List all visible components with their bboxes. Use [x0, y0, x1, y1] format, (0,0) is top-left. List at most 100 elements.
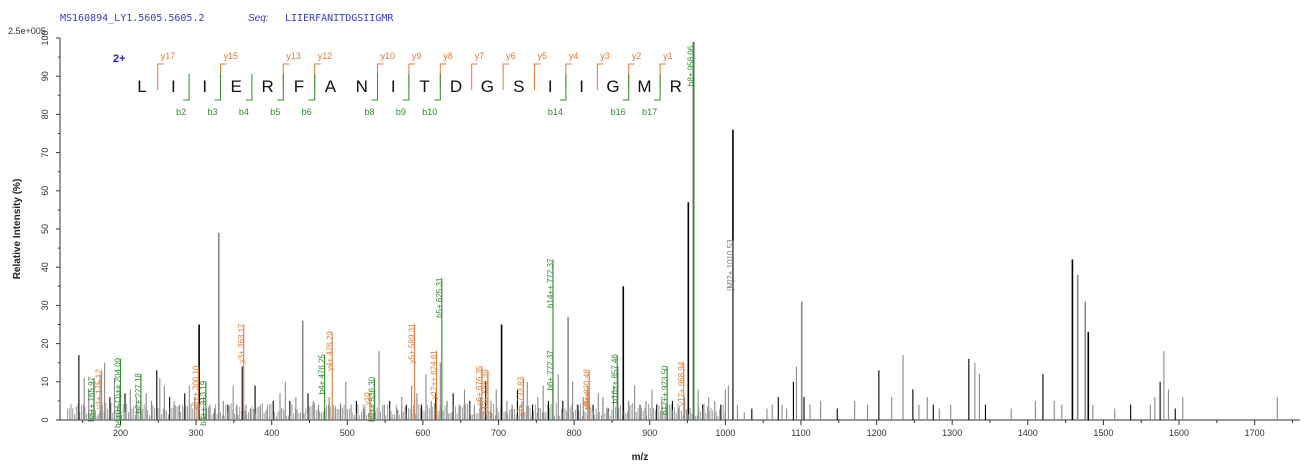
y-tick-label: 60 — [40, 186, 50, 196]
residue-letter: I — [171, 77, 176, 96]
b-ion-mark — [402, 74, 410, 101]
peak-label: y7+ 733.83 — [517, 376, 526, 416]
y-ion-mark — [439, 63, 447, 90]
y-ion-mark — [282, 63, 290, 90]
sequence-text: LIIERFANITDGSIIGMR — [285, 13, 394, 24]
residue-letter: E — [231, 77, 242, 96]
b-ion-mark — [371, 74, 378, 101]
peak-label: b8+ 958.06 — [687, 45, 696, 86]
y-ion-label: y15 — [224, 51, 239, 61]
y-tick-label: 40 — [40, 262, 50, 272]
b-ion-mark — [214, 74, 221, 101]
y-ion-mark — [628, 63, 635, 90]
y-ion-mark — [659, 63, 667, 90]
x-tick-label: 400 — [264, 428, 279, 438]
y-ion-mark — [377, 63, 384, 90]
b-ion-label: b4 — [239, 107, 249, 117]
y-ion-mark — [314, 63, 321, 90]
peak-label: b4+ 476.25 — [318, 354, 327, 395]
x-tick-label: 800 — [567, 428, 582, 438]
peak-label: y6+ 676.35 — [475, 365, 484, 405]
x-tick-label: 1000 — [715, 428, 735, 438]
peak-label: y17+ 968.94 — [677, 361, 686, 406]
residue-letter: G — [481, 77, 494, 96]
peak-label: y5++ 300.10 — [191, 365, 200, 410]
residue-letter: T — [419, 77, 429, 96]
peak-label: y13+ 686.39 — [481, 369, 490, 414]
y-ion-mark — [408, 63, 415, 90]
peak-label: b5++ 313.19 — [199, 380, 208, 425]
peak-label: b6+ 772.37 — [546, 350, 555, 391]
peak-label: b5+ 625.31 — [435, 277, 444, 318]
peak-label: y8+ 820.48 — [582, 369, 591, 409]
b-ion-label: b9 — [396, 107, 406, 117]
y-ion-label: y10 — [381, 51, 396, 61]
x-tick-label: 500 — [340, 428, 355, 438]
residue-letter: N — [356, 77, 368, 96]
y-ion-label: y12 — [318, 51, 333, 61]
y-ion-label: y8 — [443, 51, 453, 61]
peak-label: b17++ 923.50 — [660, 365, 669, 415]
peak-label: y8++ — [582, 392, 591, 410]
residue-letter: G — [606, 77, 619, 96]
b-ion-label: b16 — [611, 107, 626, 117]
residue-letter: I — [391, 77, 396, 96]
residue-letter: I — [202, 77, 207, 96]
b-ion-label: b2 — [176, 107, 186, 117]
y-tick-label: 70 — [40, 148, 50, 158]
x-tick-label: 200 — [113, 428, 128, 438]
x-tick-label: 600 — [415, 428, 430, 438]
y-ion-mark — [220, 63, 227, 90]
b-ion-mark — [654, 74, 661, 101]
x-tick-label: 700 — [491, 428, 506, 438]
x-tick-label: 1100 — [791, 428, 810, 438]
b-ion-mark — [277, 74, 284, 101]
b-ion-label: b6 — [302, 107, 312, 117]
x-tick-label: 1700 — [1245, 428, 1265, 438]
y-ion-mark — [596, 63, 604, 90]
charge-label: 2+ — [113, 53, 126, 65]
peak-label: b9++ 536.30 — [368, 376, 377, 421]
residue-letter: L — [137, 77, 146, 96]
x-tick-label: 1300 — [942, 428, 962, 438]
y-ion-label: y9 — [412, 51, 422, 61]
peak-label: b14++ 772.37 — [546, 258, 555, 308]
b-ion-mark — [559, 74, 567, 101]
x-tick-label: 1200 — [867, 428, 887, 438]
peak-bars — [67, 41, 1278, 420]
y-ion-label: y7 — [475, 51, 485, 61]
b-ion-mark — [245, 74, 253, 101]
y-tick-label: 50 — [40, 224, 50, 234]
residue-letter: I — [579, 77, 584, 96]
y-tick-label: 80 — [40, 109, 50, 119]
y-ion-mark — [471, 63, 478, 90]
y-tick-label: 30 — [40, 300, 50, 310]
y-ion-label: y2 — [632, 51, 642, 61]
b-ion-label: b17 — [642, 107, 657, 117]
b-ion-mark — [622, 74, 630, 101]
x-tick-label: 900 — [642, 428, 657, 438]
y-tick-label: 20 — [40, 339, 50, 349]
x-ticks: 200 300 400 500 600 700 800 900 1000 1100 1200 1300… — [82, 420, 1293, 438]
peak-label: y4+ 476.29 — [325, 331, 334, 371]
y-ion-mark — [534, 63, 541, 90]
y-tick-label: 0 — [40, 417, 50, 422]
peak-label: y3+ 363.17 — [237, 323, 246, 363]
y-scale-label: 2.5e+005 — [8, 26, 46, 36]
peak-label: [M]2+ 1010.53 — [726, 239, 735, 291]
peak-label: b4+(H₂O)++ 204.09 — [114, 357, 123, 428]
b-ion-mark — [434, 74, 441, 101]
spectrum-id: MS160894_LY1.5605.5605.2 — [60, 13, 205, 24]
y-ticks: 0 10 20 30 40 50 60 70 80 90 100 — [40, 30, 60, 423]
b-ion-mark — [308, 74, 316, 101]
y-axis-title: Relative Intensity (%) — [12, 179, 23, 280]
y-tick-label: 90 — [40, 71, 50, 81]
peak-label: b2+ 227.18 — [134, 373, 143, 414]
y-ion-mark — [157, 63, 164, 90]
b-ion-label: b8 — [364, 107, 374, 117]
y-ion-label: y5 — [538, 51, 548, 61]
residue-letter: D — [450, 77, 462, 96]
